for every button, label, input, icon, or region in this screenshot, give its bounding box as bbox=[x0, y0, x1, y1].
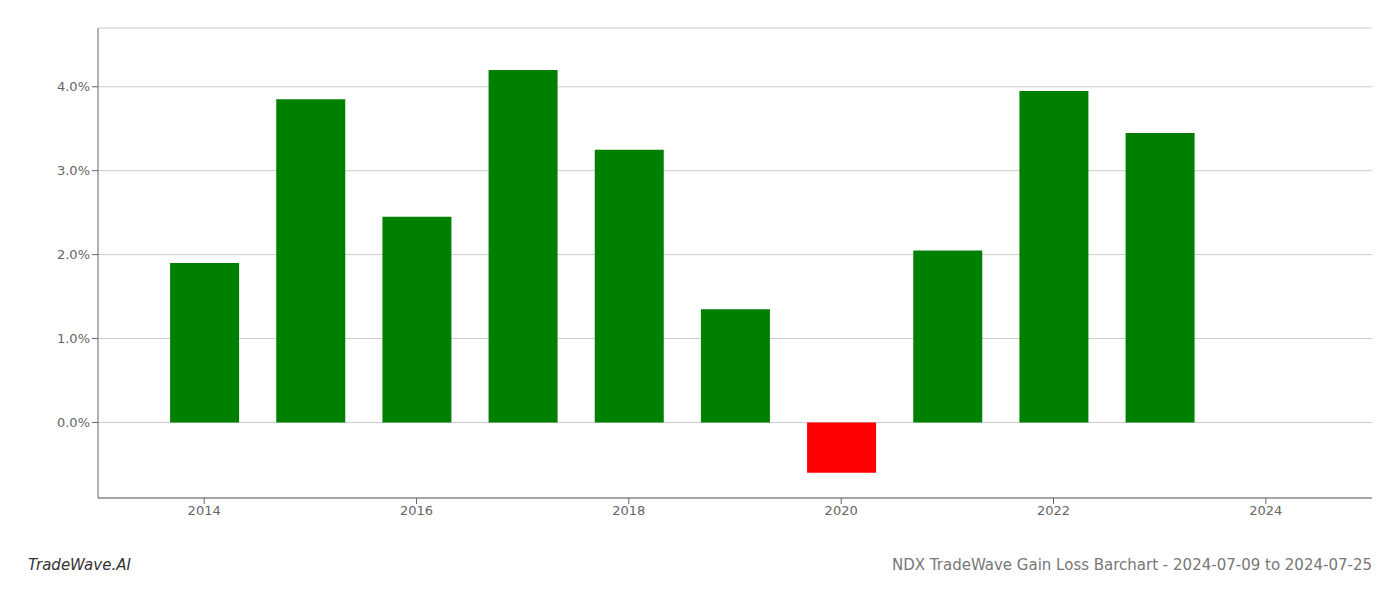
svg-text:3.0%: 3.0% bbox=[57, 163, 90, 178]
svg-text:2014: 2014 bbox=[188, 503, 221, 518]
svg-text:2022: 2022 bbox=[1037, 503, 1070, 518]
svg-text:2018: 2018 bbox=[612, 503, 645, 518]
svg-text:2016: 2016 bbox=[400, 503, 433, 518]
svg-text:2.0%: 2.0% bbox=[57, 247, 90, 262]
html-text:NDX TradeWave Gain Loss Barcha: NDX TradeWave Gain Loss Barchart - 2024-… bbox=[892, 556, 1372, 574]
svg-text:0.0%: 0.0% bbox=[57, 415, 90, 430]
svg-text:4.0%: 4.0% bbox=[57, 79, 90, 94]
svg-text:1.0%: 1.0% bbox=[57, 331, 90, 346]
svg-text:2024: 2024 bbox=[1249, 503, 1282, 518]
html-text:TradeWave.AI: TradeWave.AI bbox=[28, 556, 131, 574]
svg-text:2020: 2020 bbox=[825, 503, 858, 518]
